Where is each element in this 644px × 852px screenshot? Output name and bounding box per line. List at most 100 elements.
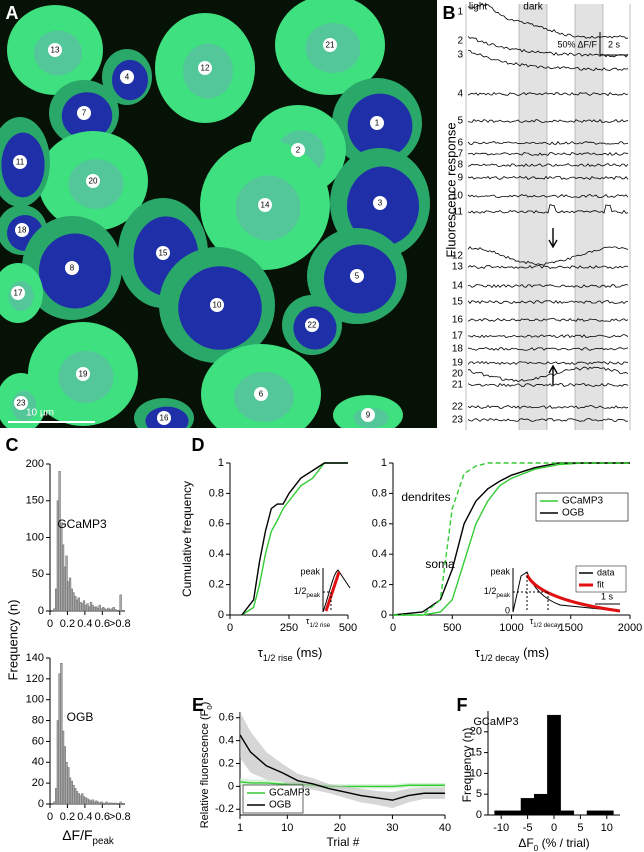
x-tick-label: 0	[47, 811, 53, 823]
bar	[88, 799, 91, 805]
label-part: (ms)	[519, 645, 549, 660]
cell-label: 16	[160, 414, 169, 423]
trace	[467, 141, 629, 145]
bar	[60, 522, 63, 612]
bar	[109, 609, 112, 612]
cell-marker	[370, 116, 384, 130]
label-part: 1/2 decay	[533, 622, 561, 629]
bar	[70, 588, 73, 612]
x-tick-label: 0	[47, 618, 53, 630]
inset-curve	[322, 569, 351, 613]
bar	[96, 607, 100, 612]
cell-marker	[323, 38, 337, 52]
cell-label: 10	[213, 301, 222, 310]
y-tick-label: 0.2	[372, 579, 387, 591]
bar	[60, 662, 63, 805]
bar	[91, 604, 94, 612]
x-tick-label: 500	[443, 622, 461, 634]
bar	[65, 555, 68, 612]
label-part: 0	[205, 705, 214, 709]
bar	[107, 607, 110, 612]
y-tick-label: 0	[381, 609, 387, 621]
annotation: 1/2peak	[294, 586, 321, 599]
bar	[82, 796, 86, 805]
cell-label: 20	[89, 177, 98, 186]
bar	[93, 607, 96, 612]
annotation: peak	[300, 566, 320, 576]
trace-label: 23	[452, 415, 464, 426]
x-tick-label: 0	[551, 822, 557, 834]
trace	[467, 366, 629, 382]
annotation: 1/2peak	[484, 586, 511, 599]
y-tick-label: 0	[218, 609, 224, 621]
trace	[467, 404, 629, 409]
y-tick-label: 0	[476, 809, 482, 821]
bar	[560, 810, 575, 816]
trace	[467, 151, 629, 156]
trace-label: 3	[457, 50, 463, 61]
cell-marker	[86, 174, 100, 188]
scale-label: 2 s	[608, 39, 621, 49]
trace-label: 19	[452, 358, 464, 369]
trace	[467, 334, 629, 339]
label-part: peak	[496, 592, 511, 599]
stimulus-label: dark	[523, 2, 543, 13]
bar	[103, 608, 107, 612]
cell-marker	[77, 106, 91, 120]
x-tick-label: 0	[227, 622, 233, 634]
y-tick-label: -0.2	[215, 803, 234, 815]
y-tick-label: 0.4	[372, 548, 387, 560]
y-tick-label: 0.4	[219, 735, 234, 747]
inset-fit	[525, 574, 621, 613]
panel-letter: F	[457, 695, 468, 715]
cell-label: 7	[82, 109, 87, 118]
label-part: 0	[534, 843, 539, 852]
y-tick-label: 140	[26, 652, 44, 664]
annotation: dendrites	[401, 490, 450, 504]
bar	[89, 601, 93, 612]
trace-label: 6	[457, 138, 463, 149]
trace-label: 20	[452, 369, 464, 380]
cell-label: 21	[326, 41, 335, 50]
trace	[467, 92, 629, 97]
x-tick-label: -10	[493, 822, 509, 834]
bar	[95, 800, 98, 805]
bar	[67, 581, 70, 612]
label-part: τ	[258, 645, 264, 660]
y-tick-label: 5	[476, 788, 482, 800]
inset-guide	[323, 591, 332, 612]
bar	[110, 802, 114, 805]
cell-marker	[15, 223, 29, 237]
x-axis-label: ΔF/Fpeak	[62, 827, 114, 847]
bar	[547, 714, 561, 816]
cell-label: 3	[378, 199, 383, 208]
bar	[63, 566, 66, 612]
cell-label: 12	[201, 64, 210, 73]
trace	[468, 50, 629, 71]
bar	[77, 597, 80, 612]
x-tick-label: 500	[339, 622, 357, 634]
bar	[56, 720, 59, 805]
trace	[467, 246, 629, 266]
cell-label: 5	[355, 272, 360, 281]
series-line	[393, 462, 630, 616]
y-tick-label: 150	[26, 495, 44, 507]
stimulus-period	[575, 4, 603, 430]
series-line	[239, 734, 445, 801]
x-tick-label: 0.6	[95, 811, 110, 823]
trace	[467, 175, 629, 181]
y-tick-label: 20	[32, 777, 44, 789]
error-band	[282, 763, 298, 788]
error-band	[266, 752, 283, 782]
x-tick-label: 10	[281, 822, 293, 834]
trace-label: 5	[457, 116, 463, 127]
x-tick-label: 0.2	[60, 618, 75, 630]
cell-label: 23	[17, 399, 26, 408]
panel-letter: C	[6, 435, 19, 455]
series-label: OGB	[67, 710, 94, 724]
y-tick-label: 0.6	[209, 518, 224, 530]
bar	[61, 730, 65, 805]
y-tick-label: 40	[32, 756, 44, 768]
cell-label: 13	[51, 46, 60, 55]
bar	[599, 810, 614, 816]
